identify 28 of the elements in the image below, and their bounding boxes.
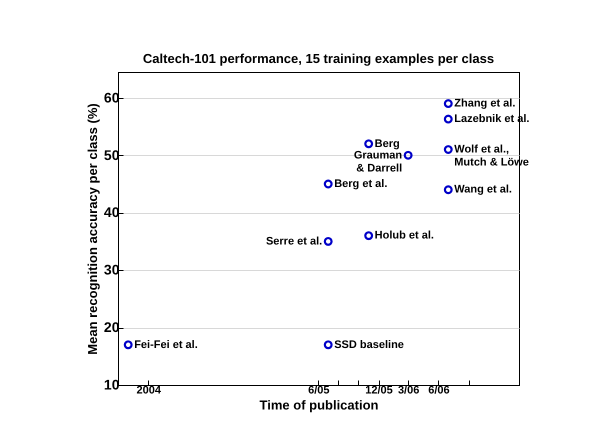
annotation: Berg et al. [334,178,388,190]
point [324,340,333,350]
annotation: Wang et al. [454,184,512,196]
point [444,99,453,108]
point [364,231,374,240]
annotation: Grauman & Darrell [354,149,402,174]
annotation: Serre et al. [266,235,322,248]
x-tick-label: 3/06 [398,384,420,396]
point [444,114,453,124]
x-tick-label: 2004 [136,384,162,396]
x-tick-label: 12/05 [365,384,393,396]
y-axis-title: Mean recognition accuracy per class (%) [84,103,100,355]
x-axis-title: Time of publication [260,398,379,412]
annotation: Holub et al. [374,230,434,242]
annotation: Zhang et al. [454,98,516,110]
point [324,180,333,188]
point [404,150,413,160]
point [324,236,333,246]
annotation: SSD baseline [334,338,404,351]
chart-title: Caltech-101 performance, 15 training examples per class [142,51,494,66]
x-tick-label: 6/05 [308,384,330,396]
annotation: Fei-Fei et al. [134,338,198,351]
point [444,145,453,154]
point [444,185,453,194]
annotation: Berg [374,138,400,150]
x-tick-label: 6/06 [428,384,450,396]
point [124,340,133,350]
point [364,139,374,148]
